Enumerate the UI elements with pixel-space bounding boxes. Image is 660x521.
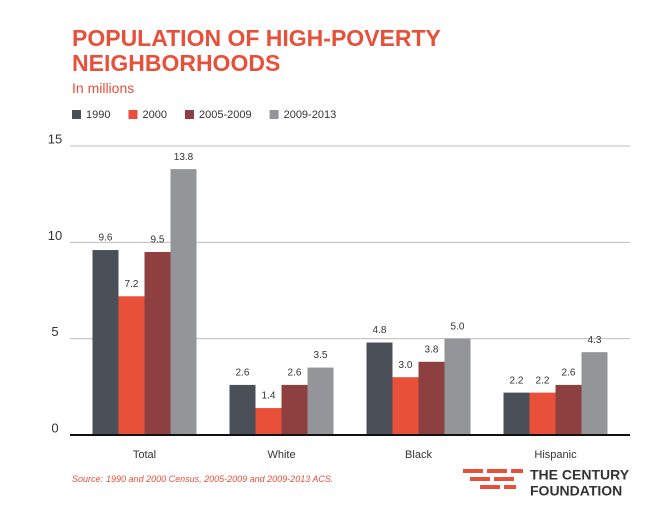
bar xyxy=(281,384,308,435)
legend-swatch xyxy=(269,110,279,119)
bar xyxy=(555,384,582,435)
legend-swatch xyxy=(128,110,138,119)
value-label: 3.8 xyxy=(425,344,439,355)
legend-label: 2000 xyxy=(142,109,166,121)
y-tick-label: 15 xyxy=(48,131,62,146)
y-tick-label: 5 xyxy=(51,324,58,339)
bar xyxy=(392,377,419,435)
x-tick-label: Hispanic xyxy=(534,449,577,461)
legend-label: 2009-2013 xyxy=(284,109,337,121)
value-label: 9.5 xyxy=(151,235,165,246)
legend-swatch xyxy=(184,110,194,119)
source-label: Source: xyxy=(72,474,104,484)
value-label: 2.6 xyxy=(562,368,576,379)
value-label: 5.0 xyxy=(451,321,465,332)
value-label: 4.8 xyxy=(373,325,387,336)
source-text: 1990 and 2000 Census, 2005-2009 and 2009… xyxy=(106,474,333,484)
legend-label: 1990 xyxy=(86,109,110,121)
bar xyxy=(229,384,256,435)
value-label: 13.8 xyxy=(174,152,194,163)
value-label: 1.4 xyxy=(262,391,276,402)
source: Source: 1990 and 2000 Census, 2005-2009 a… xyxy=(72,474,333,484)
x-tick-label: White xyxy=(267,449,295,461)
bar xyxy=(92,250,119,435)
x-tick-label: Black xyxy=(405,449,432,461)
value-label: 2.2 xyxy=(510,375,524,386)
x-tick-label: Total xyxy=(133,449,156,461)
legend-swatch xyxy=(72,110,81,119)
chart-subtitle: In millions xyxy=(72,80,135,96)
bar xyxy=(581,352,608,435)
legend-label: 2005-2009 xyxy=(199,109,252,121)
value-label: 2.2 xyxy=(536,375,550,386)
bar xyxy=(255,408,282,435)
value-label: 2.6 xyxy=(236,368,250,379)
bar xyxy=(444,338,471,435)
y-tick-label: 10 xyxy=(48,228,62,243)
bar xyxy=(418,361,445,435)
bar xyxy=(366,342,393,435)
value-label: 3.0 xyxy=(399,360,413,371)
logo-text: THE CENTURY xyxy=(530,467,630,483)
bar xyxy=(307,367,334,435)
value-label: 4.3 xyxy=(588,335,602,346)
chart-title: POPULATION OF HIGH-POVERTY NEIGHBORHOODS xyxy=(72,25,441,76)
bar xyxy=(503,392,530,435)
logo-text: FOUNDATION xyxy=(530,483,622,499)
bar xyxy=(144,251,171,435)
bar xyxy=(529,392,556,435)
bar xyxy=(170,169,197,435)
bar xyxy=(118,296,145,435)
value-label: 3.5 xyxy=(314,350,328,361)
value-label: 2.6 xyxy=(288,368,302,379)
y-tick-label: 0 xyxy=(51,420,58,435)
value-label: 9.6 xyxy=(99,233,113,244)
value-label: 7.2 xyxy=(125,279,139,290)
logo-icon xyxy=(463,469,523,489)
